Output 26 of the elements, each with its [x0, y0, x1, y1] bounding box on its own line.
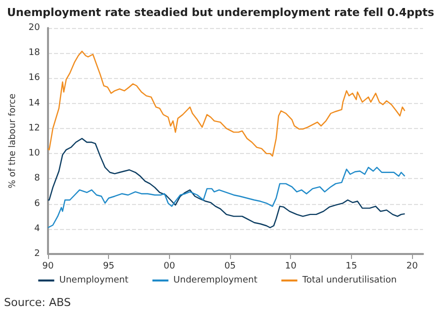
legend-label: Underemployment	[173, 276, 258, 286]
line-series	[47, 50, 406, 157]
x-tick-label: 10	[284, 262, 297, 272]
x-tick-label: 05	[224, 262, 236, 272]
y-tick-label: 14	[28, 98, 40, 108]
y-tick-label: 16	[28, 73, 40, 84]
x-tick-label: 90	[42, 262, 54, 272]
chart-title: Unemployment rate steadied but underemployment rate fell 0.4ppts	[7, 6, 435, 19]
legend-label: Total underutilisation	[301, 276, 397, 286]
y-tick-label: 18	[28, 48, 40, 58]
y-axis-title: % of the labour force	[8, 93, 18, 188]
y-tick-label: 8	[34, 174, 40, 184]
y-tick-label: 6	[34, 198, 40, 209]
legend-label: Unemployment	[59, 276, 129, 286]
source-note: Source: ABS	[4, 296, 71, 309]
x-tick-label: 15	[346, 262, 358, 272]
y-tick-label: 20	[28, 23, 40, 33]
x-tick-label: 95	[102, 262, 114, 272]
x-tick-label: 20	[406, 262, 418, 272]
y-tick-label: 10	[28, 148, 40, 159]
y-tick-label: 12	[28, 123, 40, 134]
y-tick-label: 2	[34, 249, 40, 259]
line-series	[47, 166, 406, 228]
line-series	[47, 138, 406, 228]
x-tick-label: 00	[164, 262, 176, 272]
y-tick-label: 4	[34, 224, 40, 234]
